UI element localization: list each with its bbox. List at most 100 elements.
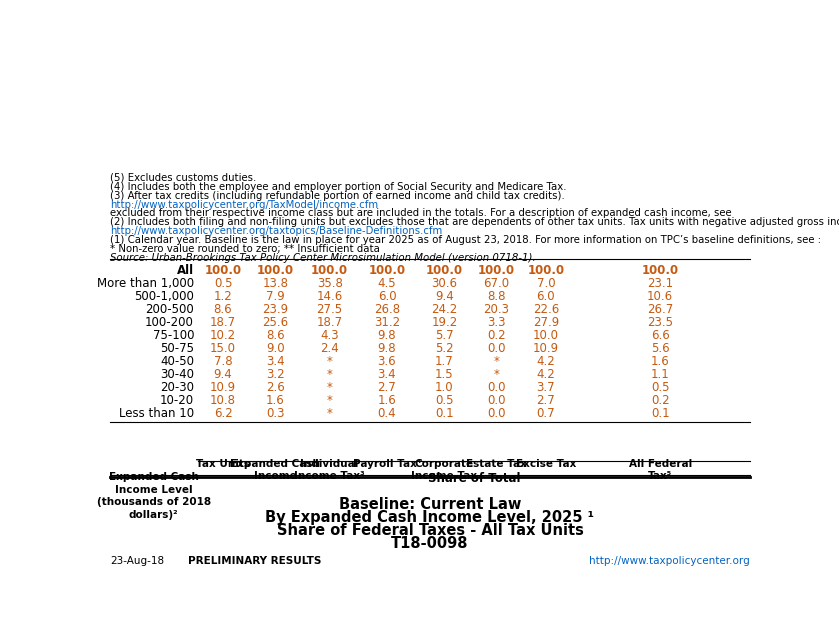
- Text: 7.9: 7.9: [266, 290, 284, 303]
- Text: *: *: [326, 394, 332, 408]
- Text: http://www.taxpolicycenter.org/TaxModel/income.cfm: http://www.taxpolicycenter.org/TaxModel/…: [110, 199, 378, 210]
- Text: 0.0: 0.0: [487, 342, 506, 355]
- Text: 0.1: 0.1: [651, 408, 670, 420]
- Text: 1.6: 1.6: [266, 394, 284, 408]
- Text: 50-75: 50-75: [160, 342, 194, 355]
- Text: 35.8: 35.8: [316, 277, 342, 289]
- Text: 10.9: 10.9: [210, 381, 236, 394]
- Text: 5.2: 5.2: [435, 342, 454, 355]
- Text: 0.2: 0.2: [487, 329, 506, 342]
- Text: 100.0: 100.0: [257, 263, 294, 277]
- Text: 26.8: 26.8: [374, 303, 400, 316]
- Text: Share of Total: Share of Total: [428, 472, 520, 485]
- Text: 2.7: 2.7: [536, 394, 555, 408]
- Text: 2.4: 2.4: [320, 342, 339, 355]
- Text: 3.4: 3.4: [378, 368, 396, 381]
- Text: Estate Tax: Estate Tax: [466, 459, 527, 468]
- Text: 3.6: 3.6: [378, 355, 396, 368]
- Text: 0.5: 0.5: [651, 381, 670, 394]
- Text: Tax Units: Tax Units: [196, 459, 250, 468]
- Text: 3.7: 3.7: [536, 381, 555, 394]
- Text: excluded from their respective income class but are included in the totals. For : excluded from their respective income cl…: [110, 208, 732, 218]
- Text: 100.0: 100.0: [205, 263, 242, 277]
- Text: 27.5: 27.5: [316, 303, 342, 316]
- Text: 20.3: 20.3: [483, 303, 509, 316]
- Text: 2.7: 2.7: [378, 381, 396, 394]
- Text: 10.9: 10.9: [533, 342, 559, 355]
- Text: More than 1,000: More than 1,000: [96, 277, 194, 289]
- Text: 3.4: 3.4: [266, 355, 284, 368]
- Text: All Federal
Tax⁵: All Federal Tax⁵: [628, 459, 692, 482]
- Text: 100.0: 100.0: [527, 263, 565, 277]
- Text: 8.6: 8.6: [214, 303, 232, 316]
- Text: 40-50: 40-50: [160, 355, 194, 368]
- Text: 6.0: 6.0: [378, 290, 396, 303]
- Text: *: *: [326, 368, 332, 381]
- Text: * Non-zero value rounded to zero; ** Insufficient data: * Non-zero value rounded to zero; ** Ins…: [110, 244, 380, 254]
- Text: PRELIMINARY RESULTS: PRELIMINARY RESULTS: [188, 556, 321, 566]
- Text: 30-40: 30-40: [160, 368, 194, 381]
- Text: 15.0: 15.0: [210, 342, 236, 355]
- Text: 8.6: 8.6: [266, 329, 284, 342]
- Text: Expanded Cash
Income: Expanded Cash Income: [231, 459, 320, 482]
- Text: 9.0: 9.0: [266, 342, 284, 355]
- Text: 0.2: 0.2: [651, 394, 670, 408]
- Text: 1.0: 1.0: [435, 381, 454, 394]
- Text: http://www.taxpolicycenter.org/taxtopics/Baseline-Definitions.cfm: http://www.taxpolicycenter.org/taxtopics…: [110, 226, 442, 236]
- Text: 0.5: 0.5: [435, 394, 454, 408]
- Text: 100.0: 100.0: [311, 263, 348, 277]
- Text: Excise Tax: Excise Tax: [516, 459, 576, 468]
- Text: All: All: [177, 263, 194, 277]
- Text: 19.2: 19.2: [431, 316, 457, 329]
- Text: 10.8: 10.8: [210, 394, 236, 408]
- Text: 27.9: 27.9: [533, 316, 559, 329]
- Text: 9.8: 9.8: [378, 329, 396, 342]
- Text: 31.2: 31.2: [374, 316, 400, 329]
- Text: 10.6: 10.6: [647, 290, 673, 303]
- Text: 0.0: 0.0: [487, 394, 506, 408]
- Text: *: *: [493, 355, 499, 368]
- Text: 10.2: 10.2: [210, 329, 236, 342]
- Text: 67.0: 67.0: [483, 277, 509, 289]
- Text: 1.7: 1.7: [435, 355, 454, 368]
- Text: 14.6: 14.6: [316, 290, 343, 303]
- Text: 100.0: 100.0: [477, 263, 515, 277]
- Text: 6.2: 6.2: [214, 408, 232, 420]
- Text: *: *: [326, 355, 332, 368]
- Text: 30.6: 30.6: [431, 277, 457, 289]
- Text: 23.1: 23.1: [647, 277, 673, 289]
- Text: 0.5: 0.5: [214, 277, 232, 289]
- Text: 1.5: 1.5: [435, 368, 454, 381]
- Text: 0.0: 0.0: [487, 408, 506, 420]
- Text: 24.2: 24.2: [431, 303, 457, 316]
- Text: 4.2: 4.2: [536, 355, 555, 368]
- Text: 1.6: 1.6: [651, 355, 670, 368]
- Text: Baseline: Current Law: Baseline: Current Law: [339, 497, 521, 512]
- Text: 5.7: 5.7: [435, 329, 454, 342]
- Text: (1) Calendar year. Baseline is the law in place for year 2025 as of August 23, 2: (1) Calendar year. Baseline is the law i…: [110, 235, 821, 245]
- Text: 75-100: 75-100: [153, 329, 194, 342]
- Text: *: *: [493, 368, 499, 381]
- Text: Expanded Cash
Income Level
(thousands of 2018
dollars)²: Expanded Cash Income Level (thousands of…: [96, 472, 211, 520]
- Text: 9.8: 9.8: [378, 342, 396, 355]
- Text: 6.0: 6.0: [536, 290, 555, 303]
- Text: 23.9: 23.9: [263, 303, 289, 316]
- Text: http://www.taxpolicycenter.org: http://www.taxpolicycenter.org: [589, 556, 750, 566]
- Text: 13.8: 13.8: [263, 277, 289, 289]
- Text: Corporate
Income Tax: Corporate Income Tax: [411, 459, 477, 482]
- Text: (2) Includes both filing and non-filing units but excludes those that are depend: (2) Includes both filing and non-filing …: [110, 217, 839, 227]
- Text: *: *: [326, 381, 332, 394]
- Text: 4.5: 4.5: [378, 277, 396, 289]
- Text: 23-Aug-18: 23-Aug-18: [110, 556, 164, 566]
- Text: 18.7: 18.7: [316, 316, 342, 329]
- Text: 1.1: 1.1: [651, 368, 670, 381]
- Text: 4.2: 4.2: [536, 368, 555, 381]
- Text: 26.7: 26.7: [647, 303, 673, 316]
- Text: Less than 10: Less than 10: [119, 408, 194, 420]
- Text: 3.3: 3.3: [487, 316, 506, 329]
- Text: 20-30: 20-30: [160, 381, 194, 394]
- Text: 10.0: 10.0: [533, 329, 559, 342]
- Text: 8.8: 8.8: [487, 290, 506, 303]
- Text: 100.0: 100.0: [425, 263, 463, 277]
- Text: 1.6: 1.6: [378, 394, 396, 408]
